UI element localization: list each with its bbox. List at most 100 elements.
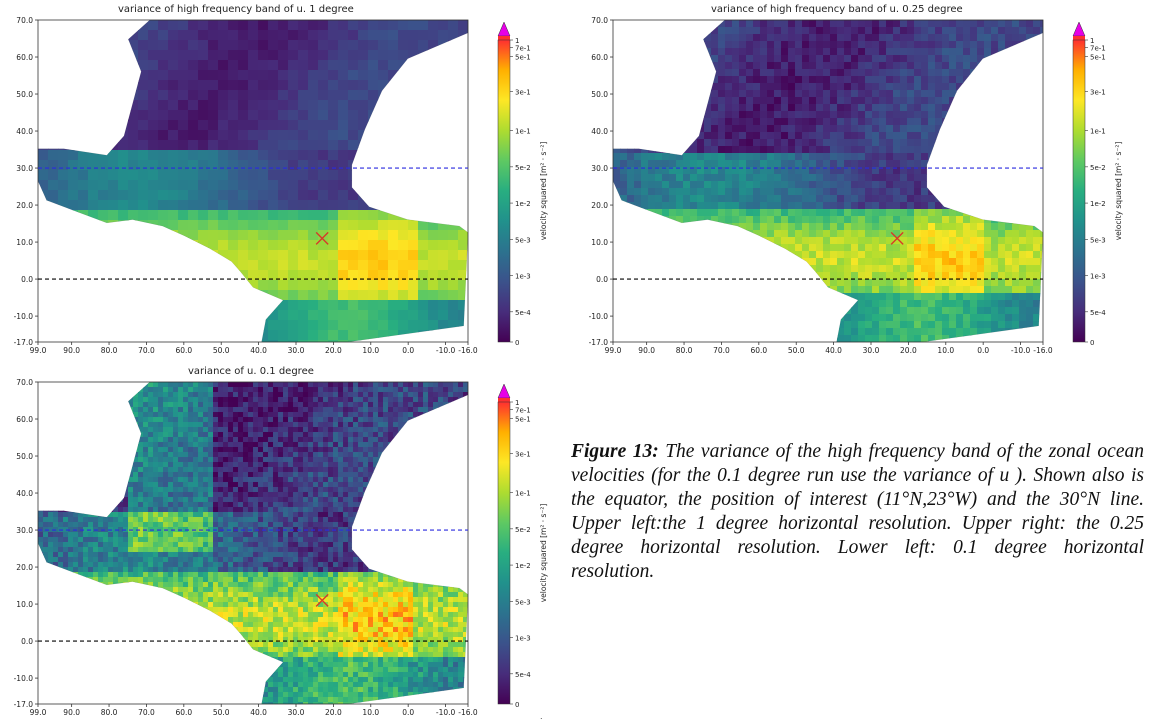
heatmap-cell	[363, 387, 369, 393]
heatmap-cell	[704, 125, 712, 133]
heatmap-cell	[128, 190, 139, 201]
heatmap-cell	[308, 100, 319, 111]
heatmap-cell	[358, 280, 369, 291]
heatmap-cell	[718, 132, 726, 140]
heatmap-cell	[1012, 314, 1020, 322]
heatmap-cell	[704, 139, 712, 147]
heatmap-cell	[1005, 251, 1013, 259]
heatmap-cell	[879, 104, 887, 112]
heatmap-cell	[739, 174, 747, 182]
heatmap-cell	[328, 130, 339, 141]
heatmap-cell	[168, 210, 179, 221]
heatmap-cell	[802, 202, 810, 210]
heatmap-cell	[193, 392, 199, 398]
heatmap-cell	[753, 34, 761, 42]
heatmap-cell	[914, 195, 922, 203]
heatmap-cell	[788, 27, 796, 35]
heatmap-cell	[248, 50, 259, 61]
heatmap-cell	[711, 195, 719, 203]
heatmap-cell	[338, 290, 349, 301]
heatmap-cell	[921, 27, 929, 35]
heatmap-cell	[178, 100, 189, 111]
heatmap-cell	[718, 55, 726, 63]
heatmap-cell	[408, 320, 419, 331]
heatmap-cell	[408, 382, 414, 388]
heatmap-cell	[830, 41, 838, 49]
heatmap-cell	[725, 209, 733, 217]
heatmap-cell	[318, 320, 329, 331]
heatmap-cell	[788, 167, 796, 175]
heatmap-cell	[900, 209, 908, 217]
heatmap-cell	[753, 139, 761, 147]
heatmap-cell	[816, 216, 824, 224]
heatmap-cell	[378, 310, 389, 321]
heatmap-cell	[844, 153, 852, 161]
heatmap-cell	[158, 150, 169, 161]
heatmap-cell	[942, 300, 950, 308]
heatmap-cell	[373, 382, 379, 388]
heatmap-cell	[956, 286, 964, 294]
heatmap-cell	[378, 220, 389, 231]
heatmap-cell	[228, 220, 239, 231]
heatmap-cell	[984, 20, 992, 28]
heatmap-cell	[423, 392, 429, 398]
heatmap-cell	[348, 40, 359, 51]
heatmap-cell	[418, 392, 424, 398]
heatmap-cell	[935, 321, 943, 329]
heatmap-cell	[408, 402, 414, 408]
heatmap-cell	[830, 265, 838, 273]
heatmap-cell	[858, 279, 866, 287]
heatmap-cell	[732, 27, 740, 35]
heatmap-cell	[809, 174, 817, 182]
heatmap-cell	[690, 181, 698, 189]
heatmap-cell	[928, 279, 936, 287]
heatmap-cell	[348, 120, 359, 131]
heatmap-cell	[620, 181, 628, 189]
heatmap-cell	[732, 188, 740, 196]
heatmap-cell	[725, 69, 733, 77]
heatmap-cell	[949, 34, 957, 42]
heatmap-cell	[830, 251, 838, 259]
heatmap-cell	[358, 320, 369, 331]
heatmap-cell	[900, 272, 908, 280]
heatmap-cell	[188, 140, 199, 151]
heatmap-cell	[178, 110, 189, 121]
heatmap-cell	[942, 286, 950, 294]
heatmap-cell	[418, 387, 424, 393]
heatmap-cell	[228, 392, 234, 398]
heatmap-cell	[865, 195, 873, 203]
colorbar-tick-label: 1e-1	[1090, 128, 1106, 136]
heatmap-cell	[1005, 265, 1013, 273]
heatmap-cell	[879, 265, 887, 273]
heatmap-cell	[683, 188, 691, 196]
heatmap-cell	[851, 237, 859, 245]
heatmap-cell	[243, 412, 249, 418]
heatmap-cell	[248, 160, 259, 171]
heatmap-cell	[914, 223, 922, 231]
heatmap-cell	[328, 290, 339, 301]
heatmap-cell	[851, 321, 859, 329]
heatmap-cell	[914, 90, 922, 98]
heatmap-cell	[388, 382, 394, 388]
heatmap-cell	[711, 55, 719, 63]
heatmap-cell	[358, 402, 364, 408]
heatmap-cell	[900, 146, 908, 154]
heatmap-cell	[268, 110, 279, 121]
heatmap-cell	[133, 412, 139, 418]
heatmap-cell	[620, 174, 628, 182]
heatmap-cell	[851, 251, 859, 259]
heatmap-cell	[991, 48, 999, 56]
heatmap-cell	[308, 392, 314, 398]
heatmap-cell	[133, 397, 139, 403]
heatmap-cell	[373, 392, 379, 398]
heatmap-cell	[353, 392, 359, 398]
heatmap-cell	[308, 90, 319, 101]
heatmap-cell	[458, 270, 468, 281]
heatmap-cell	[900, 83, 908, 91]
heatmap-cell	[418, 20, 429, 31]
heatmap-cell	[935, 244, 943, 252]
heatmap-cell	[293, 387, 299, 393]
heatmap-cell	[98, 210, 109, 221]
heatmap-cell	[258, 200, 269, 211]
x-tick-label: 40.0	[250, 346, 267, 355]
